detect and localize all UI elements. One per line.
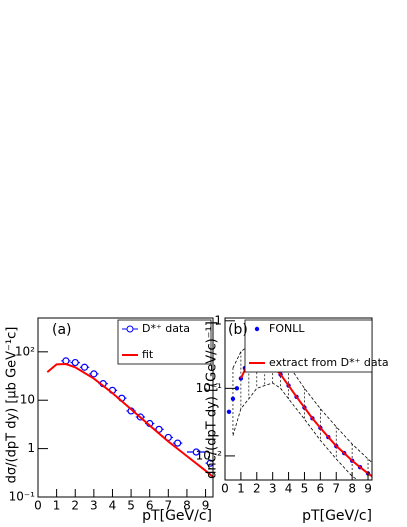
data-point bbox=[230, 396, 236, 402]
y-tick-label: 1 bbox=[214, 313, 222, 327]
x-tick-label: 8 bbox=[183, 499, 191, 513]
y-tick-label: 10⁻¹ bbox=[196, 381, 223, 395]
x-tick-label: 1 bbox=[237, 482, 245, 496]
frame bbox=[224, 317, 373, 481]
x-axis-label: pT[GeV/c] bbox=[142, 508, 212, 524]
x-tick-label: 6 bbox=[146, 499, 154, 513]
x-tick-label: 5 bbox=[127, 499, 135, 513]
x-tick-label: 4 bbox=[285, 482, 293, 496]
data-point bbox=[174, 439, 182, 447]
x-tick-label: 5 bbox=[301, 482, 309, 496]
x-tick-label: 7 bbox=[164, 499, 172, 513]
data-point bbox=[90, 370, 98, 378]
frame bbox=[37, 317, 214, 498]
y-axis-label: dnc/(dpT dy) [(GeV/c)⁻¹] bbox=[205, 321, 220, 479]
x-axis-label: pT[GeV/c] bbox=[302, 508, 372, 524]
x-tick-label: 1 bbox=[53, 499, 61, 513]
data-point bbox=[62, 357, 70, 365]
data-point bbox=[71, 358, 79, 367]
x-tick-label: 9 bbox=[202, 499, 210, 513]
x-tick-label: 2 bbox=[253, 482, 261, 496]
band-edge bbox=[232, 382, 359, 480]
x-tick-label: 2 bbox=[71, 499, 79, 513]
y-tick-label: 10 bbox=[20, 393, 35, 407]
legend-label: fit bbox=[142, 348, 154, 361]
legend-label: FONLL bbox=[269, 322, 305, 335]
x-tick-label: 4 bbox=[109, 499, 117, 513]
legend-box bbox=[244, 319, 373, 373]
panel-label: (a) bbox=[52, 322, 72, 338]
x-tick-label: 6 bbox=[317, 482, 325, 496]
panel-label: (b) bbox=[228, 322, 248, 338]
y-tick-label: 10⁻¹ bbox=[9, 490, 36, 504]
legend-label: D*⁺ data bbox=[142, 322, 190, 335]
fit-line bbox=[239, 355, 372, 478]
legend-swatch bbox=[126, 325, 134, 333]
x-tick-label: 9 bbox=[364, 482, 372, 496]
legend-label: extract from D*⁺ data bbox=[269, 356, 389, 369]
x-tick-label: 0 bbox=[34, 499, 42, 513]
y-tick-label: 10² bbox=[15, 344, 35, 358]
x-tick-label: 8 bbox=[348, 482, 356, 496]
y-tick-label: 1 bbox=[27, 441, 35, 455]
legend-swatch bbox=[254, 326, 260, 332]
x-tick-label: 7 bbox=[332, 482, 340, 496]
fit-line bbox=[46, 363, 213, 478]
x-tick-label: 0 bbox=[221, 482, 229, 496]
x-tick-label: 3 bbox=[269, 482, 277, 496]
data-point bbox=[206, 459, 213, 467]
data-point bbox=[234, 386, 240, 391]
data-point bbox=[226, 409, 232, 414]
x-tick-label: 3 bbox=[90, 499, 98, 513]
y-tick-label: 10⁻² bbox=[196, 448, 223, 462]
data-point bbox=[192, 448, 200, 456]
data-point bbox=[80, 363, 89, 371]
y-axis-label: dσ/(dpT dy) [μb GeV⁻¹c] bbox=[5, 327, 20, 484]
plot-area bbox=[46, 357, 213, 478]
legend-box bbox=[117, 319, 212, 365]
